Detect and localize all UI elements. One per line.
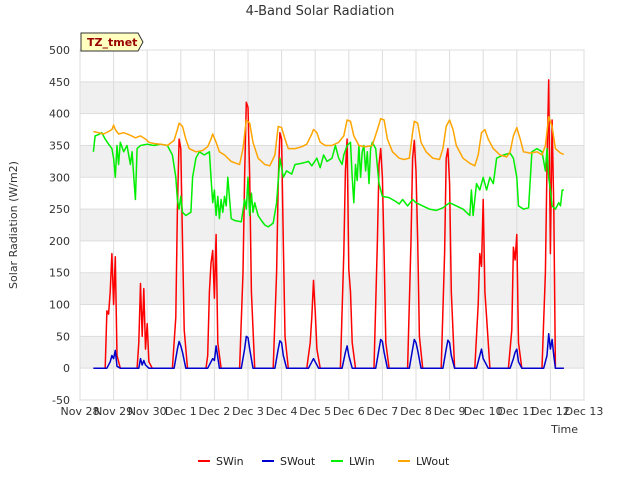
legend-item-lwout: LWout xyxy=(398,455,450,468)
legend-item-lwin: LWin xyxy=(331,455,375,468)
x-axis-label: Time xyxy=(550,423,578,436)
y-tick-label: 200 xyxy=(49,235,70,248)
y-tick-label: -50 xyxy=(52,394,70,407)
y-tick-label: 250 xyxy=(49,203,70,216)
legend-item-swin: SWin xyxy=(198,455,244,468)
chart-title: 4-Band Solar Radiation xyxy=(246,4,395,19)
legend-label: LWin xyxy=(349,455,375,468)
legend-label: SWout xyxy=(280,455,316,468)
x-tick-label: Dec 12 xyxy=(531,405,570,418)
legend-item-swout: SWout xyxy=(262,455,316,468)
x-tick-label: Dec 10 xyxy=(464,405,503,418)
legend: SWin SWout LWin LWout xyxy=(198,455,450,468)
x-tick-label: Dec 4 xyxy=(266,405,298,418)
y-tick-label: 350 xyxy=(49,139,70,152)
y-axis-label: Solar Radiation (W/m2) xyxy=(7,161,20,289)
series-layer xyxy=(92,79,565,369)
site-badge: TZ_tmet xyxy=(80,32,144,52)
x-tick-label: Dec 5 xyxy=(299,405,331,418)
y-tick-label: 50 xyxy=(56,330,70,343)
y-tick-label: 0 xyxy=(63,362,70,375)
plot-band xyxy=(80,209,584,241)
y-tick-label: 100 xyxy=(49,299,70,312)
y-tick-label: 450 xyxy=(49,76,70,89)
x-tick-label: Dec 2 xyxy=(199,405,231,418)
x-tick-label: Nov 29 xyxy=(94,405,133,418)
plot-bands xyxy=(80,81,584,369)
y-tick-label: 400 xyxy=(49,108,70,121)
plot-band xyxy=(80,145,584,178)
legend-label: SWin xyxy=(216,455,244,468)
plot-band xyxy=(80,336,584,369)
plot-band xyxy=(80,81,584,114)
x-tick-label: Nov 30 xyxy=(128,405,167,418)
series-line-lwout xyxy=(93,116,565,167)
x-tick-label: Dec 7 xyxy=(367,405,399,418)
x-tick-label: Dec 9 xyxy=(434,405,466,418)
site-badge-label: TZ_tmet xyxy=(87,36,137,49)
y-tick-label: 300 xyxy=(49,171,70,184)
x-tick-label: Nov 28 xyxy=(61,405,100,418)
plot-band xyxy=(80,272,584,305)
legend-label: LWout xyxy=(416,455,450,468)
y-tick-label: 150 xyxy=(49,267,70,280)
x-tick-label: Dec 1 xyxy=(165,405,197,418)
y-axis-ticks: -50 0 50 100 150 200 250 300 350 400 450 500 xyxy=(49,44,70,407)
x-tick-label: Dec 3 xyxy=(232,405,264,418)
x-tick-label: Dec 11 xyxy=(497,405,536,418)
series-line-swout xyxy=(93,333,564,369)
grid-lines xyxy=(79,49,585,401)
x-tick-label: Dec 13 xyxy=(565,405,604,418)
x-tick-label: Dec 6 xyxy=(333,405,365,418)
site-badge-box xyxy=(80,32,144,52)
series-line-lwin xyxy=(92,131,564,228)
y-tick-label: 500 xyxy=(49,44,70,57)
x-tick-label: Dec 8 xyxy=(400,405,432,418)
